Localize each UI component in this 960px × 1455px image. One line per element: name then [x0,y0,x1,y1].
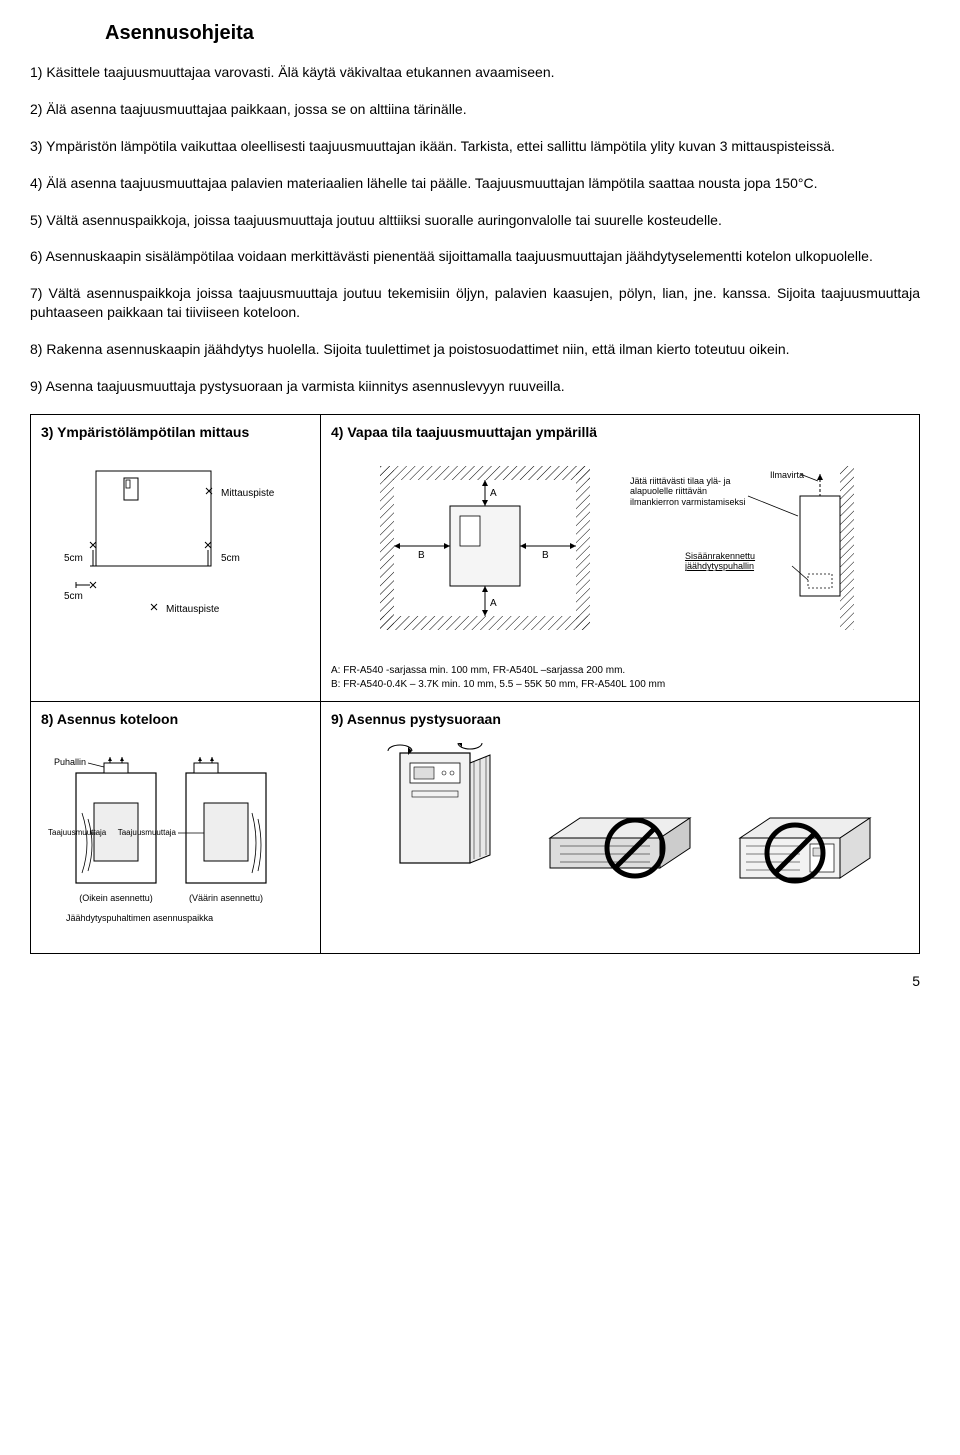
fig4-note-3: Sisäänrakennettu jäähdytyspuhallin [685,551,795,572]
fig4-letter-a-bottom: A [490,598,497,609]
fig8-caption-vaarin: (Väärin asennettu) [188,893,262,903]
fig4-footnote-a: A: FR-A540 -sarjassa min. 100 mm, FR-A54… [331,664,909,677]
para-7: 7) Vältä asennuspaikkoja joissa taajuusm… [30,284,920,322]
cell-8-heading: 8) Asennus koteloon [41,710,310,729]
fig3-label-mittauspiste-2: Mittauspiste [166,604,220,615]
para-3: 3) Ympäristön lämpötila vaikuttaa oleell… [30,137,920,156]
para-1: 1) Käsittele taajuusmuuttajaa varovasti.… [30,63,920,82]
fig4-note-2: Ilmavirta [770,470,804,480]
fig8-caption-oikein: (Oikein asennettu) [79,893,153,903]
page-title: Asennusohjeita [105,20,920,47]
fig4-letter-b-right: B [542,550,549,561]
cell-3-heading: 3) Ympäristölämpötilan mittaus [41,423,310,442]
cell-9-heading: 9) Asennus pystysuoraan [331,710,909,729]
figure-3-svg: Mittauspiste 5cm 5cm 5cm Mittauspiste [46,456,306,626]
figure-4-svg: A A B B [340,456,900,656]
fig4-footnote-b: B: FR-A540-0.4K – 3.7K min. 10 mm, 5.5 –… [331,678,909,691]
fig3-dim-3: 5cm [64,591,83,602]
figure-table: 3) Ympäristölämpötilan mittaus Mittauspi… [30,414,920,954]
para-2: 2) Älä asenna taajuusmuuttajaa paikkaan,… [30,100,920,119]
cell-4-heading: 4) Vapaa tila taajuusmuuttajan ympärillä [331,423,909,442]
fig3-label-mittauspiste-1: Mittauspiste [221,488,275,499]
figure-9-svg [340,743,900,913]
fig4-letter-b-left: B [418,550,425,561]
cell-9: 9) Asennus pystysuoraan [321,702,919,953]
fig3-dim-2: 5cm [221,553,240,564]
fig8-label-puhallin: Puhallin [54,757,86,767]
cell-3: 3) Ympäristölämpötilan mittaus Mittauspi… [31,415,321,701]
fig3-dim-1: 5cm [64,553,83,564]
para-5: 5) Vältä asennuspaikkoja, joissa taajuus… [30,211,920,230]
para-4: 4) Älä asenna taajuusmuuttajaa palavien … [30,174,920,193]
fig4-note-1: Jätä riittävästi tilaa ylä- ja alapuolel… [630,476,750,507]
fig8-label-taajuus-1: Taajuusmuuttaja [48,828,107,837]
para-8: 8) Rakenna asennuskaapin jäähdytys huole… [30,340,920,359]
para-9: 9) Asenna taajuusmuuttaja pystysuoraan j… [30,377,920,396]
fig8-caption-main: Jäähdytyspuhaltimen asennuspaikka [66,913,213,923]
figure-8-svg: Puhallin Taajuusmuuttaja Taajuusmuuttaja… [46,743,306,933]
para-6: 6) Asennuskaapin sisälämpötilaa voidaan … [30,247,920,266]
cell-8: 8) Asennus koteloon Puhallin Taajuusmuut… [31,702,321,953]
fig8-label-taajuus-2: Taajuusmuuttaja [117,828,176,837]
page-number: 5 [30,972,920,991]
fig4-letter-a-top: A [490,488,497,499]
cell-4: 4) Vapaa tila taajuusmuuttajan ympärillä [321,415,919,701]
